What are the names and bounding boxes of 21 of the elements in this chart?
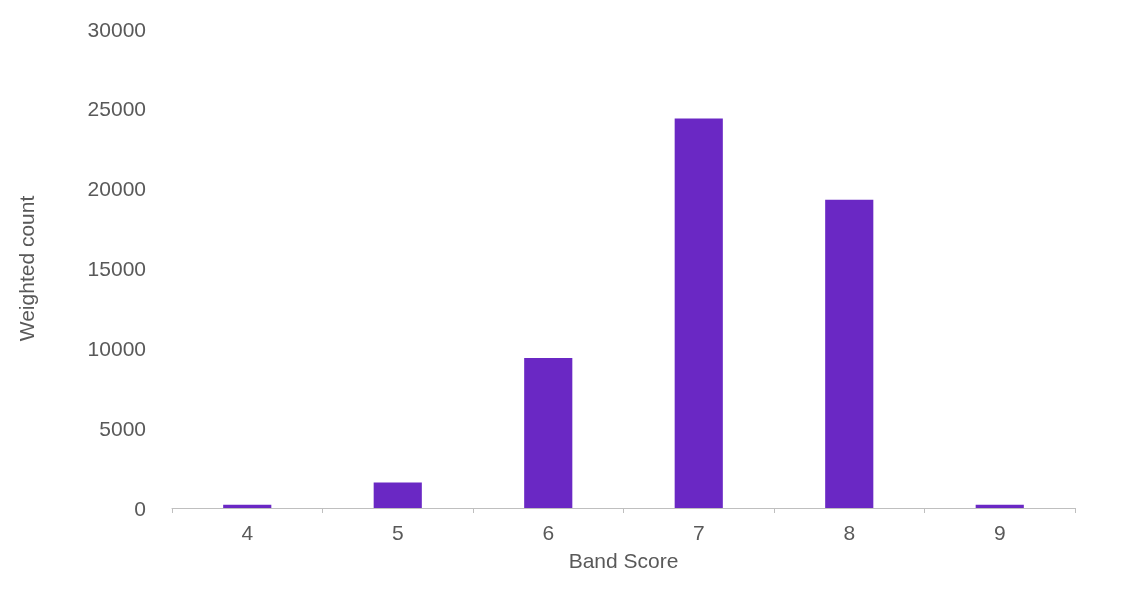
bar: [524, 357, 573, 508]
y-tick-label: 10000: [87, 336, 146, 360]
y-tick-label: 20000: [87, 177, 146, 201]
bar: [975, 504, 1024, 508]
x-tick-label: 7: [692, 521, 705, 544]
bar: [373, 482, 422, 508]
bar: [223, 504, 272, 508]
x-tick-label: 4: [241, 521, 254, 544]
y-tick-label: 30000: [87, 17, 146, 41]
x-tick-label: 8: [843, 521, 856, 544]
y-tick-label: 0: [134, 496, 146, 520]
x-tick-label: 5: [391, 521, 404, 544]
y-axis-title: Weighted count: [15, 195, 38, 342]
y-tick-label: 25000: [87, 97, 146, 121]
x-tick-label: 9: [993, 521, 1006, 544]
bar: [825, 199, 874, 508]
x-axis-title: Band Score: [568, 549, 679, 572]
y-tick-label: 5000: [99, 416, 146, 440]
x-tick-label: 6: [542, 521, 555, 544]
y-tick-label: 15000: [87, 257, 146, 280]
bar: [674, 118, 723, 508]
